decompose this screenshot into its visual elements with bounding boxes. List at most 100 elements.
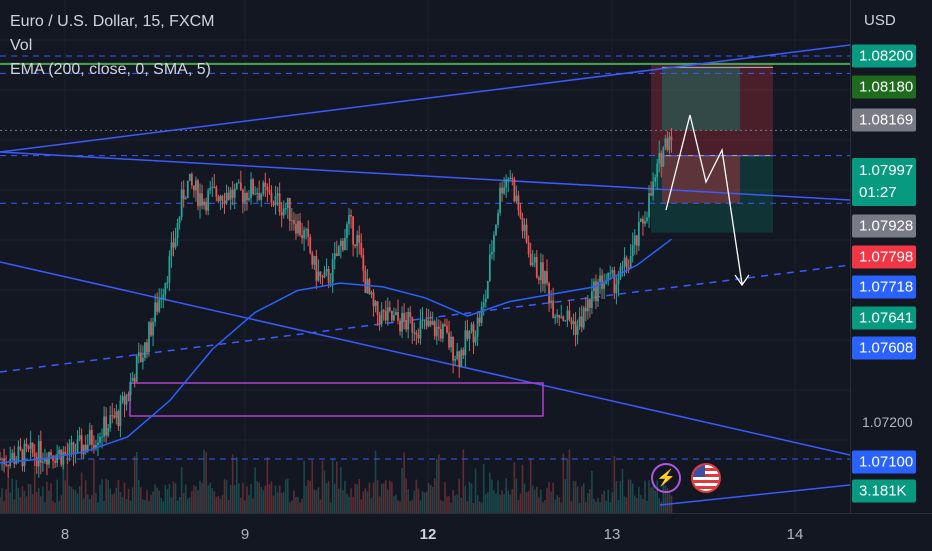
volume-indicator-label[interactable]: Vol (10, 37, 33, 54)
time-axis[interactable] (0, 513, 932, 551)
volume-bar (25, 496, 28, 513)
volume-bar (397, 500, 399, 513)
volume-bar (184, 484, 187, 513)
candle-body (23, 443, 26, 467)
volume-bar (29, 484, 32, 513)
flash-icon[interactable]: ⚡ (651, 463, 681, 493)
volume-bar (501, 490, 503, 513)
volume-bar (321, 460, 324, 513)
volume-bar (466, 501, 469, 513)
candle-body (274, 195, 277, 206)
candle-body (444, 324, 446, 327)
candle-body (266, 186, 269, 190)
us-flag-icon[interactable] (691, 463, 721, 493)
volume-bar (137, 480, 140, 513)
price-badge[interactable]: 1.07798 (852, 245, 916, 269)
candle-body (376, 301, 379, 315)
candle-body (564, 320, 567, 322)
volume-bar (274, 485, 277, 513)
volume-bar (76, 493, 79, 513)
volume-bar (607, 489, 610, 513)
candle-body (384, 310, 387, 321)
volume-bar (662, 482, 665, 513)
candle-body (178, 217, 181, 223)
ema-indicator-label[interactable]: EMA (200, close, 0, SMA, 5) (10, 61, 211, 78)
volume-bar (105, 478, 107, 513)
time-tick-label: 14 (786, 526, 804, 543)
volume-bar (72, 489, 75, 513)
candle-body (107, 428, 110, 436)
price-badge[interactable]: 1.08180 (852, 75, 916, 99)
candle-body (566, 310, 569, 321)
candle-body (617, 278, 620, 285)
candle-body (368, 279, 371, 295)
price-badge[interactable]: 1.07718 (852, 275, 916, 299)
candle-body (535, 257, 538, 278)
price-badge[interactable]: 1.07608 (852, 336, 916, 360)
candle-body (470, 324, 473, 332)
candle-body (288, 198, 291, 221)
candle-body (639, 218, 642, 222)
candle-body (76, 439, 79, 454)
candle-body (219, 195, 222, 202)
volume-bar (250, 483, 252, 513)
volume-bar (497, 480, 499, 513)
volume-bar (166, 489, 169, 513)
volume-bar (444, 482, 446, 513)
volume-bar (435, 458, 438, 513)
price-badge[interactable]: 1.07100 (852, 450, 916, 474)
volume-bar (452, 490, 454, 513)
volume-bar (438, 454, 440, 513)
candle-body (164, 282, 167, 295)
currency-label[interactable]: USD (864, 12, 896, 29)
volume-bar (362, 491, 365, 513)
price-badge-value: 1.07608 (859, 339, 914, 357)
volume-bar (625, 497, 628, 513)
volume-bar (178, 497, 181, 513)
candle-body (397, 312, 399, 321)
candle-body (21, 449, 24, 467)
candle-body (25, 443, 28, 447)
candle-body (558, 314, 561, 318)
trendline (0, 44, 850, 153)
candle-body (92, 444, 95, 448)
time-tick-label: 12 (419, 526, 437, 543)
candle-body (239, 182, 242, 190)
volume-bar (489, 472, 491, 513)
volume-bar (42, 486, 44, 513)
volume-bar (325, 483, 328, 513)
volume-bar (211, 488, 214, 513)
price-badge-value: 3.181K (859, 482, 907, 500)
volume-bar (158, 490, 161, 513)
candle-body (315, 255, 318, 281)
price-badge[interactable]: 1.07928 (852, 214, 916, 238)
candle-body (195, 180, 197, 191)
chart-area[interactable] (0, 0, 850, 513)
volume-bar (615, 480, 618, 513)
candle-body (170, 242, 173, 256)
price-badge[interactable]: 1.07997 01:27 (852, 158, 916, 206)
candle-body (644, 221, 646, 224)
volume-bar (289, 502, 291, 513)
volume-bar (560, 502, 563, 513)
price-badge[interactable]: 1.07641 (852, 306, 916, 330)
volume-bar (3, 501, 5, 513)
volume-bar (31, 494, 34, 513)
price-badge[interactable]: 1.08169 (852, 108, 916, 132)
volume-bar (566, 458, 569, 513)
candle-body (605, 281, 608, 284)
price-badge[interactable]: 1.08200 (852, 44, 916, 68)
volume-bar (27, 483, 30, 513)
volume-bar (389, 480, 391, 513)
candle-body (254, 193, 257, 195)
volume-bar (582, 483, 585, 513)
volume-bar (348, 496, 350, 513)
candle-body (37, 440, 40, 467)
candle-body (484, 298, 487, 303)
volume-bar (568, 449, 571, 513)
volume-bar (564, 479, 567, 513)
price-badge[interactable]: 3.181K (852, 479, 916, 503)
candle-body (321, 276, 324, 278)
symbol-title[interactable]: Euro / U.S. Dollar, 15, FXCM (10, 13, 215, 30)
volume-bar (317, 487, 320, 513)
